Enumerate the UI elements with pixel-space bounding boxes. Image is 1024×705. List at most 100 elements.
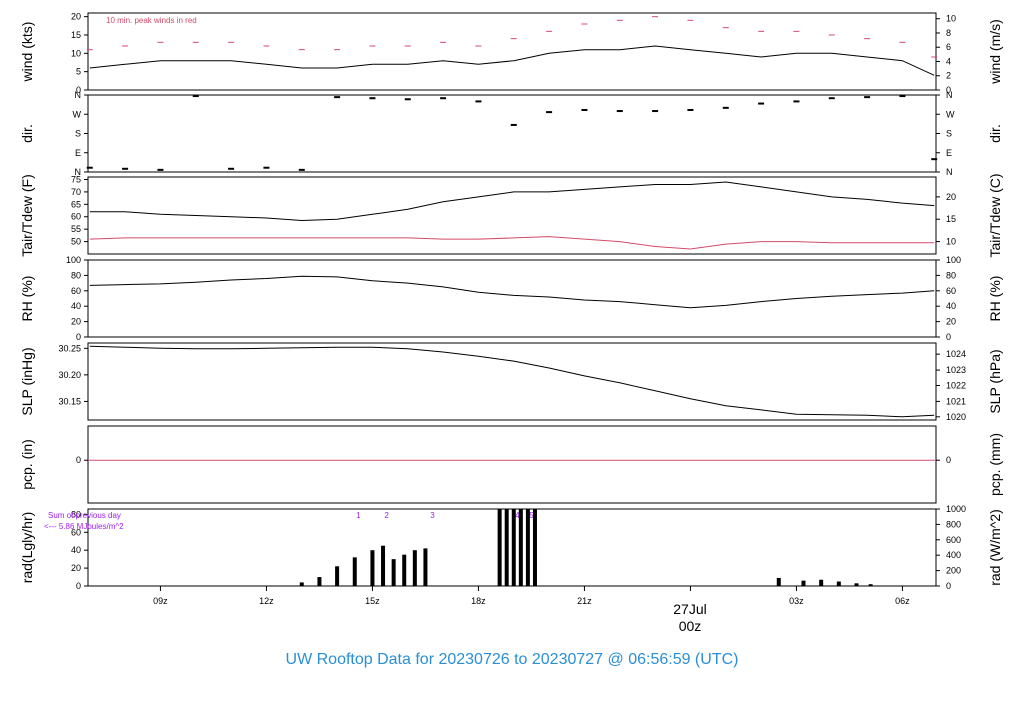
left-tick-label: S	[75, 129, 81, 139]
dir-point	[157, 168, 164, 171]
right-tick-label: 4	[946, 56, 951, 66]
left-tick-label: 20	[71, 12, 81, 22]
rad-bar	[497, 509, 502, 586]
right-tick-label: 20	[946, 192, 956, 202]
dir-point	[899, 95, 906, 98]
date-label: 27Jul	[673, 601, 706, 617]
rad-bar	[836, 581, 841, 586]
right-axis-label: SLP (hPa)	[987, 349, 1003, 413]
panel-temp: 50 55 60 65 70 75 10 15 20 Tair/Tdew (F) Tair/Tdew…	[19, 173, 1003, 257]
right-tick-label: 10	[946, 237, 956, 247]
x-tick-label: 18z	[471, 596, 486, 606]
left-tick-label: 60	[71, 286, 81, 296]
panel-rh: 0 20 40 60 80 100 0 20 40 60 80 100 RH (%) RH (%)	[19, 255, 1003, 342]
rad-bar	[504, 509, 509, 586]
left-tick-label: 75	[71, 174, 81, 184]
dir-point	[404, 98, 411, 101]
panel-frame-slp	[87, 342, 937, 421]
dir-point	[758, 102, 765, 105]
series-line-wind-0	[89, 45, 935, 76]
rad-bar	[532, 509, 537, 586]
series-line-slp-0	[89, 345, 935, 418]
right-tick-label: 600	[946, 535, 961, 545]
left-axis-label: rad(Lgly/hr)	[19, 512, 35, 584]
right-axis-label: Tair/Tdew (C)	[987, 173, 1003, 257]
dir-point	[228, 167, 235, 170]
left-tick-label: 100	[66, 255, 81, 265]
left-tick-label: 0	[76, 455, 81, 465]
rad-bar	[299, 582, 304, 586]
dir-point	[616, 110, 623, 113]
panel-annotation: 10 min. peak winds in red	[106, 16, 197, 25]
rad-bar	[370, 550, 375, 586]
right-tick-label: 800	[946, 519, 961, 529]
rad-bar	[335, 566, 340, 586]
left-tick-label: 0	[76, 581, 81, 591]
right-tick-label: 20	[946, 317, 956, 327]
left-tick-label: 15	[71, 30, 81, 40]
rad-bar	[525, 509, 530, 586]
rad-bar	[801, 580, 806, 586]
panel-frame-pcp	[87, 425, 937, 504]
dir-point	[369, 97, 376, 100]
right-tick-label: 15	[946, 214, 956, 224]
dir-point	[722, 106, 729, 109]
dir-point	[581, 108, 588, 111]
series-line-temp-0	[89, 181, 935, 222]
left-tick-label: N	[75, 167, 82, 177]
rad-bar	[518, 509, 523, 586]
rad-bar	[402, 554, 407, 586]
right-tick-label: N	[946, 90, 953, 100]
left-tick-label: 40	[71, 545, 81, 555]
panel-pcp: 0 0 pcp. (in) pcp. (mm)	[19, 425, 1003, 504]
left-tick-label: 60	[71, 212, 81, 222]
panel-frame-temp	[87, 176, 937, 255]
right-tick-label: N	[946, 167, 953, 177]
right-tick-label: 1000	[946, 504, 966, 514]
right-tick-label: S	[946, 129, 952, 139]
right-axis-label: RH (%)	[987, 276, 1003, 322]
rad-marker: 4	[515, 511, 520, 520]
dir-point	[334, 96, 341, 99]
right-tick-label: 10	[946, 14, 956, 24]
dir-point	[122, 167, 129, 170]
right-tick-label: W	[946, 109, 955, 119]
series-line-temp-1	[89, 236, 935, 250]
left-tick-label: 30.20	[58, 370, 81, 380]
dir-point	[793, 100, 800, 103]
right-tick-label: 400	[946, 550, 961, 560]
rad-bar	[412, 550, 417, 586]
rad-marker: 3	[430, 511, 435, 520]
left-tick-label: 30.25	[58, 343, 81, 353]
right-tick-label: 8	[946, 28, 951, 38]
dir-point	[687, 108, 694, 111]
dir-point	[864, 96, 871, 99]
left-tick-label: N	[75, 90, 82, 100]
left-tick-label: W	[73, 109, 82, 119]
x-tick-label: 09z	[153, 596, 168, 606]
rad-bar	[511, 509, 516, 586]
right-tick-label: 1021	[946, 396, 966, 406]
dir-point	[298, 168, 305, 171]
dir-point	[931, 158, 938, 161]
right-axis-label: wind (m/s)	[987, 19, 1003, 85]
left-tick-label: 80	[71, 509, 81, 519]
left-tick-label: E	[75, 148, 81, 158]
left-axis-label: RH (%)	[19, 276, 35, 322]
panel-annotation-2: <--- 5.86 MJoules/m^2	[44, 522, 124, 531]
rad-bar	[854, 583, 859, 586]
right-tick-label: 1023	[946, 365, 966, 375]
right-tick-label: 1024	[946, 349, 966, 359]
dir-point	[652, 110, 659, 113]
date-sublabel: 00z	[679, 618, 702, 634]
right-tick-label: 80	[946, 270, 956, 280]
dir-point	[546, 111, 553, 114]
right-tick-label: 60	[946, 286, 956, 296]
x-tick-label: 15z	[365, 596, 380, 606]
rad-bar	[317, 577, 322, 586]
left-axis-label: wind (kts)	[19, 22, 35, 83]
rad-marker: 5	[529, 511, 534, 520]
rad-bar	[381, 545, 386, 586]
